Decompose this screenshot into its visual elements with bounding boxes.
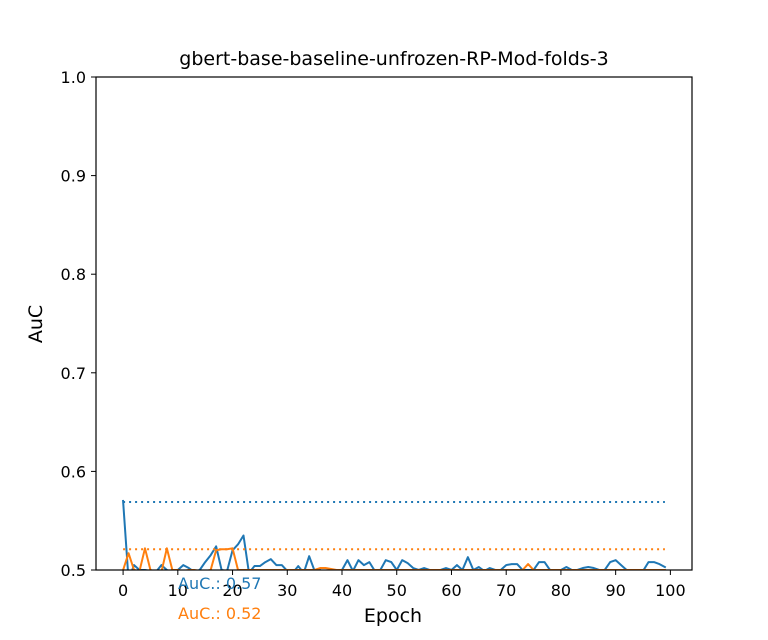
y-axis: 0.5 0.6 0.7 0.8 0.9 1.0 [61,68,96,580]
plot-frame [95,76,693,571]
y-tick-label: 0.6 [61,462,86,481]
y-axis-label: AuC [25,305,47,343]
chart-title: gbert-base-baseline-unfrozen-RP-Mod-fold… [179,48,608,70]
y-tick-label: 0.9 [61,167,86,186]
x-tick-label: 30 [277,581,297,600]
plot-area [95,76,693,571]
x-axis: 0 10 20 30 40 50 60 70 80 90 100 [118,570,686,600]
x-tick-label: 10 [168,581,188,600]
y-tick-label: 0.5 [61,561,86,580]
y-tick-label: 0.8 [61,265,86,284]
x-tick-label: 0 [118,581,128,600]
x-tick-label: 60 [441,581,461,600]
x-tick-label: 40 [332,581,352,600]
annotation-series-0: AuC.: 0.57 [178,574,261,593]
y-tick-label: 0.7 [61,364,86,383]
x-tick-label: 100 [655,581,686,600]
x-tick-label: 70 [496,581,516,600]
plot-background [96,77,692,570]
x-tick-label: 90 [605,581,625,600]
series-0-line [122,499,667,570]
annotation-series-1: AuC.: 0.52 [178,604,261,623]
series-1-line [122,547,666,570]
y-tick-label: 1.0 [61,68,86,87]
x-tick-label: 20 [222,581,242,600]
x-tick-label: 50 [387,581,407,600]
x-axis-label: Epoch [364,605,422,627]
x-tick-label: 80 [551,581,571,600]
